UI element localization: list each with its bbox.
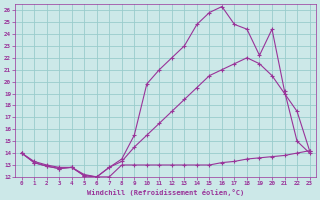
X-axis label: Windchill (Refroidissement éolien,°C): Windchill (Refroidissement éolien,°C) bbox=[87, 189, 244, 196]
